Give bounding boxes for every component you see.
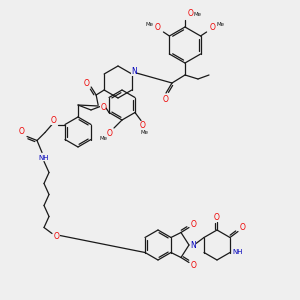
Text: O: O bbox=[240, 223, 246, 232]
Text: O: O bbox=[210, 22, 215, 32]
Text: O: O bbox=[191, 220, 197, 229]
Text: O: O bbox=[154, 22, 160, 32]
Text: Me: Me bbox=[100, 136, 108, 142]
Text: O: O bbox=[191, 261, 197, 270]
Text: Me: Me bbox=[194, 11, 202, 16]
Text: O: O bbox=[19, 127, 25, 136]
Text: O: O bbox=[163, 94, 169, 103]
Text: N: N bbox=[131, 67, 137, 76]
Text: Me: Me bbox=[146, 22, 153, 28]
Text: NH: NH bbox=[39, 154, 49, 160]
Text: O: O bbox=[214, 212, 220, 221]
Text: Me: Me bbox=[217, 22, 225, 28]
Text: NH: NH bbox=[233, 250, 243, 256]
Text: O: O bbox=[51, 116, 57, 125]
Text: O: O bbox=[107, 128, 113, 137]
Text: O: O bbox=[83, 79, 89, 88]
Text: O: O bbox=[140, 121, 146, 130]
Text: O: O bbox=[54, 232, 60, 241]
Text: Me: Me bbox=[141, 130, 149, 135]
Text: O: O bbox=[100, 103, 106, 112]
Text: N: N bbox=[190, 241, 196, 250]
Text: O: O bbox=[188, 10, 194, 19]
